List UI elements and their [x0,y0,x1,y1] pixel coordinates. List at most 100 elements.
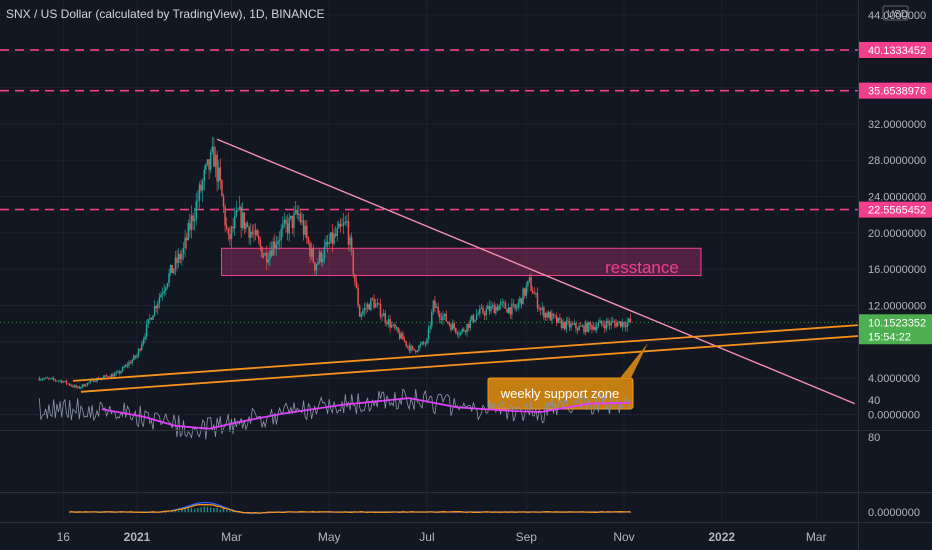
resistance-label: resstance [605,258,679,277]
price-candle [512,299,515,308]
candle-body [541,307,544,310]
price-candle [137,347,140,358]
x-tick-label: 16 [57,530,71,544]
price-candle [62,380,65,383]
x-tick-label: Nov [613,530,634,544]
candle-body [209,151,212,170]
price-candle [253,223,255,242]
y-tick-label: 0.0000000 [868,410,920,422]
price-candle [174,250,177,276]
candle-body [104,375,106,377]
price-candle [435,303,438,309]
candle-body [301,220,303,223]
candle-body [52,378,55,380]
candle-body [596,326,598,331]
price-candle [628,317,630,326]
candle-body [328,242,330,245]
candle-body [182,247,185,254]
candle-body [288,217,290,234]
candle-body [282,224,284,230]
candle-body [620,321,622,327]
candle-body [318,251,321,262]
price-candle [251,224,254,238]
candle-body [219,167,222,181]
y-tick-label: 32.0000000 [868,119,926,131]
price-candle [493,301,495,314]
price-candle [54,378,57,383]
price-candle [599,316,601,323]
candle-body [461,329,463,333]
price-candle [285,216,287,233]
price-candle [161,287,164,302]
x-tick-label: Sep [516,530,538,544]
price-candle [456,331,459,338]
price-candle [515,304,518,312]
candle-body [514,304,516,309]
candle-body [610,321,612,326]
candle-body [174,257,177,269]
candle-body [123,366,125,368]
candle-body [628,318,630,323]
macd-signal-line [69,503,631,514]
candle-body [49,378,52,380]
price-candle [222,193,225,214]
macd-histogram-bar [206,506,209,513]
price-candle [344,215,347,226]
macd-histogram-bar [209,507,212,513]
candle-body [472,315,475,322]
price-candle [549,310,552,321]
price-candle [68,383,71,387]
candle-body [527,280,529,287]
price-candle [463,327,465,332]
price-candle [65,379,68,386]
price-candle [501,298,503,308]
candle-body [618,321,620,323]
candle-body [589,322,592,325]
candle-body [515,307,518,309]
price-candle [591,323,593,334]
price-candle [583,324,585,335]
candle-body [584,322,587,333]
candle-body [530,277,532,291]
candle-body [185,237,188,241]
price-candle [128,359,130,369]
price-candle [44,377,47,380]
rsi-tick-label: 40 [868,395,880,407]
candle-body [92,379,95,382]
candle-body [229,234,231,240]
price-candle [586,320,588,333]
macd-histogram-bar [177,510,180,513]
price-level-value: 35.6538976 [868,86,926,98]
macd-histogram-bar [200,507,202,513]
candle-body [410,346,412,351]
candle-body [387,319,390,325]
candle-body [450,324,452,330]
price-candle [290,215,292,221]
candle-body [382,313,385,317]
candle-body [624,325,627,328]
candle-body [330,232,332,243]
price-candle [264,251,266,256]
price-candle [233,207,236,237]
price-candle [519,295,521,309]
candle-body [315,264,318,271]
price-candle [118,369,121,376]
price-candle [217,160,220,190]
price-candle [307,236,310,246]
price-candle [102,374,105,378]
price-candle [347,212,350,252]
candle-body [262,255,265,258]
candle-body [398,332,401,339]
candle-body [565,320,568,329]
price-candle [232,218,234,233]
candle-body [607,320,609,324]
price-candle [423,340,425,346]
candle-body [493,304,495,314]
price-candle [358,304,361,318]
price-candle [88,381,90,385]
price-candle [567,316,569,325]
price-candle [607,317,609,328]
price-candle [254,223,257,241]
candle-body [142,339,145,345]
